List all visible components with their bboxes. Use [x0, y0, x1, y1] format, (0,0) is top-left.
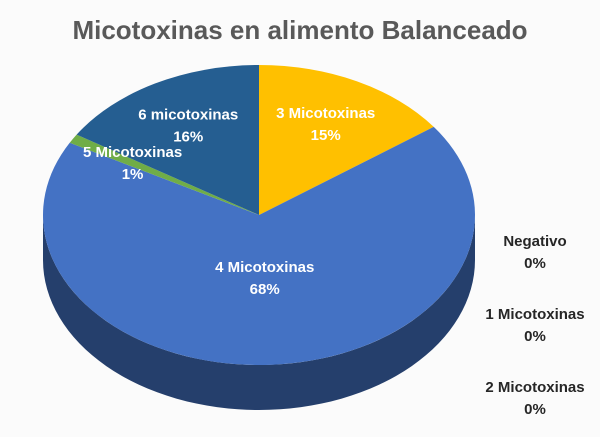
pie-slice — [76, 65, 259, 215]
pie-side — [43, 215, 475, 410]
pie-slice — [259, 65, 434, 215]
pie-slice — [69, 134, 259, 215]
slice-value: 15% — [311, 127, 341, 144]
slice-label: 4 Micotoxinas — [215, 259, 314, 276]
slice-label: 1 Micotoxinas — [485, 306, 584, 323]
slice-label: 5 Micotoxinas — [83, 144, 182, 161]
slice-value: 0% — [524, 328, 546, 345]
slice-value: 68% — [250, 281, 280, 298]
slice-value: 0% — [524, 255, 546, 272]
slice-label: Negativo — [503, 233, 566, 250]
slice-value: 16% — [173, 129, 203, 146]
chart-title: Micotoxinas en alimento Balanceado — [72, 15, 527, 45]
pie-slice — [43, 126, 476, 365]
slice-value: 1% — [122, 166, 144, 183]
slice-label: 6 micotoxinas — [138, 107, 238, 124]
slice-value: 0% — [524, 401, 546, 418]
slice-label: 2 Micotoxinas — [485, 379, 584, 396]
slice-label: 3 Micotoxinas — [276, 105, 375, 122]
